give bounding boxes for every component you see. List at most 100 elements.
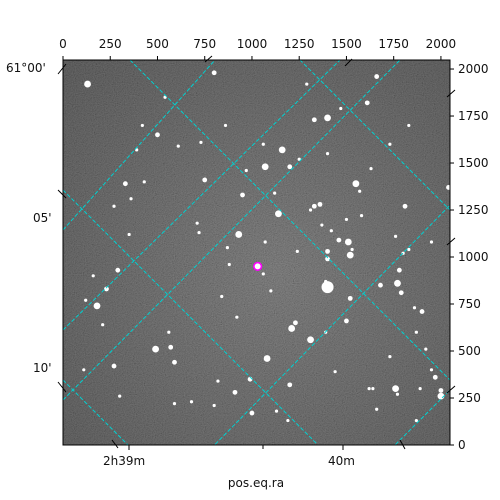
star	[232, 389, 238, 395]
star	[122, 181, 128, 187]
edge-tick	[344, 58, 353, 67]
dec-tick-label: 10'	[33, 361, 52, 375]
star	[211, 70, 217, 76]
star	[273, 191, 277, 195]
star	[378, 282, 383, 288]
star	[344, 318, 349, 324]
star	[418, 387, 422, 391]
star	[140, 123, 144, 128]
star	[336, 237, 342, 243]
star	[220, 294, 224, 299]
star	[223, 123, 228, 128]
star	[293, 320, 298, 326]
star	[432, 374, 438, 380]
x-axis-top: 0 250 500 750 1000 1250 1500 1750 2000	[59, 37, 456, 60]
x-tick-label: 1250	[284, 37, 315, 51]
star	[392, 385, 399, 393]
star	[350, 247, 354, 252]
star	[127, 232, 131, 237]
star	[344, 217, 349, 222]
star	[393, 234, 398, 238]
dec-axis-left: 61°00' 05' 10'	[6, 61, 67, 393]
star	[111, 363, 117, 369]
star	[142, 180, 146, 184]
grid-line	[213, 204, 450, 445]
target-marker	[253, 261, 263, 272]
star	[275, 210, 282, 218]
star	[325, 152, 330, 156]
star	[297, 157, 301, 161]
sky-image	[0, 40, 450, 445]
star	[235, 315, 239, 319]
star	[412, 306, 417, 310]
y-tick-label: 250	[458, 391, 481, 405]
star	[263, 355, 271, 362]
edge-tick	[204, 55, 213, 63]
x-tick-label: 500	[146, 37, 169, 51]
star	[394, 279, 401, 287]
star	[402, 203, 408, 209]
star	[396, 267, 402, 273]
star	[216, 379, 220, 383]
star	[263, 240, 267, 244]
x-tick-label: 0	[59, 37, 67, 51]
star	[398, 290, 404, 296]
star	[346, 251, 354, 259]
grid-line	[63, 379, 129, 445]
star	[414, 418, 418, 423]
x-tick-label: 750	[193, 37, 216, 51]
grid-line	[0, 40, 63, 60]
y-tick-label: 1750	[458, 109, 489, 123]
x-tick-label: 250	[99, 37, 122, 51]
ra-minor-tick	[399, 439, 406, 450]
star	[352, 180, 360, 188]
star	[287, 382, 293, 388]
star	[287, 164, 293, 170]
star	[367, 387, 371, 391]
grid-line	[63, 60, 216, 231]
star	[235, 231, 243, 238]
star	[225, 246, 229, 250]
star	[240, 192, 245, 198]
y-tick-label: 500	[458, 344, 481, 358]
grid-line	[63, 60, 401, 401]
star	[101, 323, 105, 327]
star	[374, 74, 380, 79]
star	[347, 295, 353, 301]
x-tick-label: 1000	[237, 37, 268, 51]
y-tick-label: 1250	[458, 203, 489, 217]
star	[424, 347, 428, 351]
star	[329, 229, 333, 233]
dec-tick	[57, 63, 67, 75]
star	[261, 272, 265, 276]
grid-line	[299, 60, 450, 211]
star	[288, 325, 296, 332]
x-axis-label: pos.eq.ra	[228, 476, 284, 490]
grid-line	[394, 389, 450, 445]
y-tick-label: 750	[458, 297, 481, 311]
star	[202, 177, 208, 183]
star	[295, 249, 299, 253]
star	[333, 370, 337, 374]
star	[359, 214, 364, 218]
star	[344, 238, 352, 246]
star	[308, 208, 313, 212]
dec-tick-label: 61°00'	[6, 61, 46, 75]
y-tick-label: 1500	[458, 156, 489, 170]
star	[172, 402, 177, 406]
y-tick-label: 0	[458, 438, 466, 452]
star	[375, 407, 379, 411]
star	[199, 140, 203, 144]
star	[339, 106, 343, 111]
dec-tick-label: 05'	[33, 211, 52, 225]
ra-tick-label: 40m	[328, 454, 355, 468]
star	[429, 240, 434, 244]
star	[371, 387, 375, 391]
edge-tick	[446, 385, 456, 394]
star	[82, 368, 86, 372]
star	[320, 223, 324, 227]
star	[311, 117, 317, 123]
star	[189, 400, 194, 404]
y-axis-right: 0 250 500 750 1000 1250 1500 1750 2000	[450, 62, 489, 452]
